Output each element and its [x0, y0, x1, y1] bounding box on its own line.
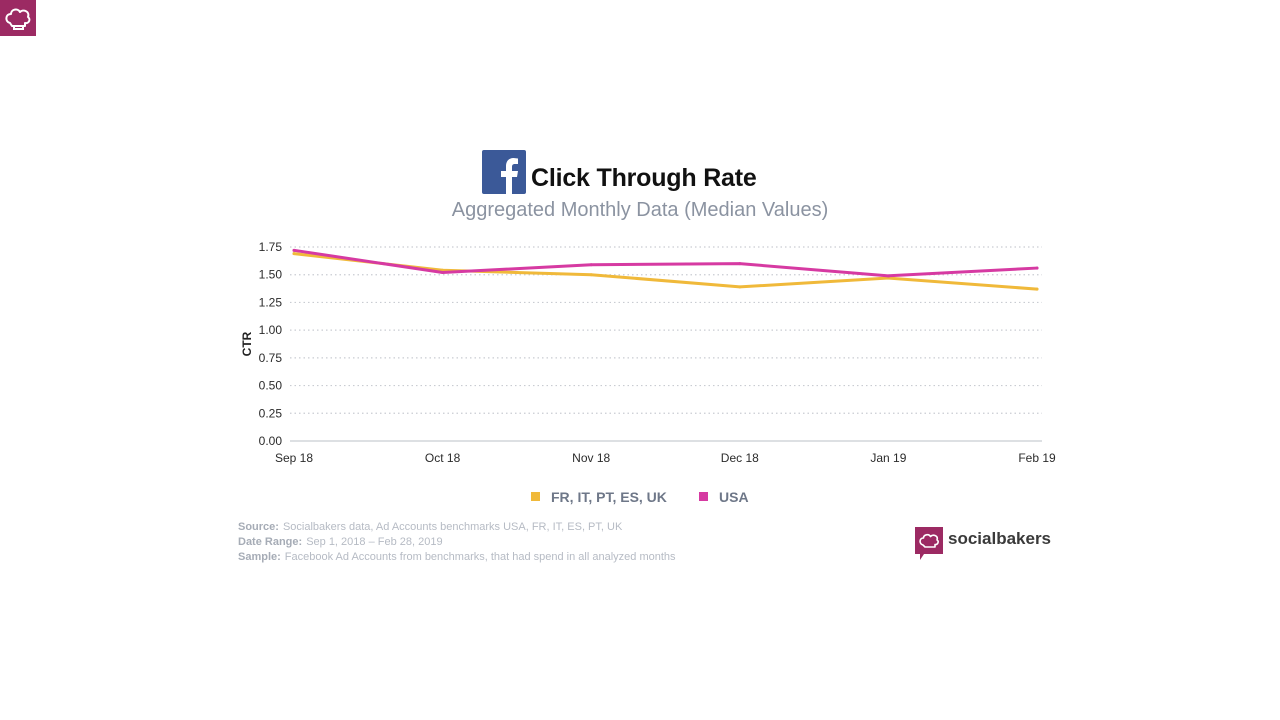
- legend-swatch-usa: [699, 492, 708, 501]
- legend-item-eu[interactable]: FR, IT, PT, ES, UK: [531, 489, 667, 505]
- legend-item-usa[interactable]: USA: [699, 489, 749, 505]
- x-tick-label: Feb 19: [1018, 451, 1056, 465]
- y-tick-label: 0.00: [259, 434, 283, 448]
- y-tick-label: 1.00: [259, 323, 283, 337]
- y-axis-label: CTR: [240, 331, 254, 356]
- data-point: [589, 273, 593, 277]
- chart-title: Click Through Rate: [531, 164, 757, 192]
- chef-hat-icon: [5, 8, 31, 30]
- brand-name: socialbakers: [948, 529, 1052, 548]
- legend-label-eu: FR, IT, PT, ES, UK: [551, 489, 667, 505]
- data-point: [886, 276, 890, 280]
- socialbakers-logo-icon: [915, 527, 943, 561]
- x-tick-label: Dec 18: [721, 451, 759, 465]
- y-tick-label: 1.25: [259, 295, 283, 309]
- series-line-0: [292, 252, 1039, 291]
- legend-swatch-eu: [531, 492, 540, 501]
- data-point: [1035, 266, 1039, 270]
- y-tick-label: 0.75: [259, 351, 283, 365]
- data-point: [1035, 287, 1039, 291]
- y-tick-label: 1.75: [259, 240, 283, 254]
- sample-text: Facebook Ad Accounts from benchmarks, th…: [284, 551, 676, 563]
- legend-label-usa: USA: [719, 489, 749, 505]
- x-tick-label: Sep 18: [275, 451, 313, 465]
- data-point: [292, 252, 296, 256]
- x-tick-label: Oct 18: [425, 451, 461, 465]
- x-tick-label: Nov 18: [572, 451, 610, 465]
- date-range-line: Date Range: Sep 1, 2018 – Feb 28, 2019: [238, 536, 443, 548]
- x-tick-label: Jan 19: [870, 451, 906, 465]
- source-label: Source:: [238, 521, 279, 533]
- data-point: [738, 285, 742, 289]
- chart-subtitle: Aggregated Monthly Data (Median Values): [451, 199, 829, 221]
- data-point: [886, 274, 890, 278]
- data-point: [589, 263, 593, 267]
- y-tick-label: 0.50: [259, 379, 283, 393]
- series-line-1: [292, 248, 1039, 278]
- sample-label: Sample:: [238, 551, 281, 563]
- date-range-text: Sep 1, 2018 – Feb 28, 2019: [306, 536, 443, 548]
- data-point: [738, 262, 742, 266]
- data-point: [441, 270, 445, 274]
- source-line: Source: Socialbakers data, Ad Accounts be…: [238, 521, 622, 533]
- y-tick-label: 1.50: [259, 268, 283, 282]
- line-chart: 0.00 0.25 0.50 0.75 1.00 1.25 1.50 1.75 Sep 18 Oc…: [240, 240, 1056, 465]
- corner-logo: [0, 0, 36, 36]
- y-tick-label: 0.25: [259, 406, 283, 420]
- sample-line: Sample: Facebook Ad Accounts from benchma…: [238, 551, 676, 563]
- date-range-label: Date Range:: [238, 536, 303, 548]
- source-text: Socialbakers data, Ad Accounts benchmark…: [282, 521, 623, 533]
- facebook-icon: [482, 150, 526, 194]
- data-point: [292, 248, 296, 252]
